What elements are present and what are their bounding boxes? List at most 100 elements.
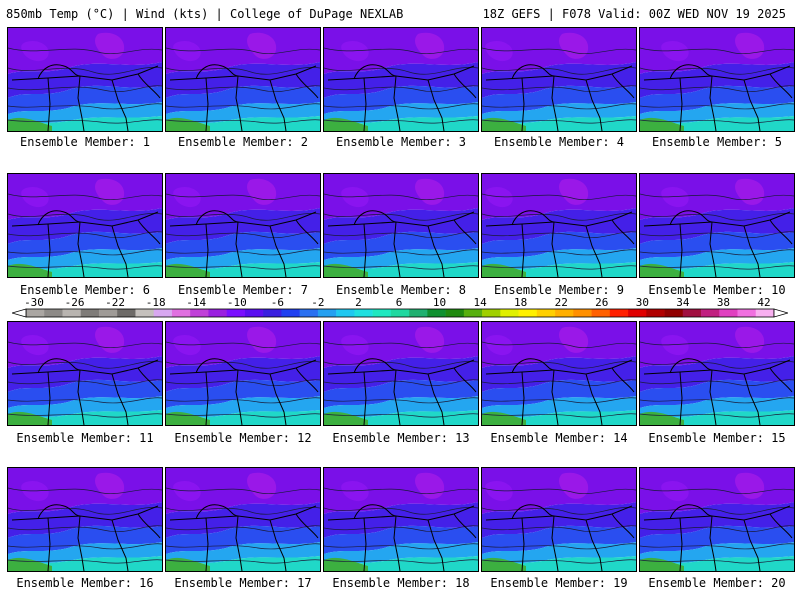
temperature-map — [8, 322, 162, 425]
height-contour — [482, 119, 636, 124]
state-border — [195, 64, 239, 80]
temperature-fill-band — [482, 379, 636, 408]
state-border — [521, 77, 525, 131]
height-contour — [482, 265, 636, 270]
height-contour — [324, 103, 478, 110]
temperature-fill-band — [640, 379, 794, 408]
height-contour — [166, 66, 320, 75]
cold-core-fill — [247, 32, 277, 59]
height-contour — [640, 525, 794, 533]
height-contour — [482, 543, 636, 550]
colorbar-segment — [372, 309, 392, 317]
cold-core-fill — [247, 326, 277, 353]
ensemble-map-panel — [7, 467, 163, 572]
cold-core-fill — [415, 472, 445, 499]
colorbar-left-arrow — [12, 308, 27, 318]
member-caption: Ensemble Member: 17 — [174, 576, 312, 590]
cold-core-fill — [95, 178, 125, 205]
state-border — [47, 517, 51, 571]
state-border — [427, 519, 445, 571]
temperature-map — [482, 468, 636, 571]
state-border — [137, 73, 161, 99]
member-caption: Ensemble Member: 16 — [16, 576, 154, 590]
height-contour — [640, 212, 794, 221]
member-caption: Ensemble Member: 4 — [493, 135, 625, 149]
state-border — [485, 505, 633, 521]
state-border — [11, 65, 159, 81]
cold-core-fill — [247, 472, 277, 499]
height-contour — [8, 212, 162, 221]
ensemble-map-panel — [481, 27, 637, 132]
state-border — [235, 515, 243, 571]
height-contour — [324, 341, 478, 349]
height-contour — [8, 379, 162, 387]
temperature-fill-band — [482, 28, 636, 74]
cold-core-fill — [485, 40, 513, 62]
height-contour — [640, 66, 794, 75]
colorbar-segment — [646, 309, 665, 317]
chart-title: 850mb Temp (°C) | Wind (kts) | College o… — [6, 7, 404, 21]
height-contour — [8, 341, 162, 349]
height-contour — [482, 341, 636, 349]
temperature-fill-band — [166, 231, 320, 260]
temperature-fill-band — [482, 85, 636, 114]
state-border — [485, 65, 633, 81]
height-contour — [8, 231, 162, 239]
colorbar-segment — [390, 309, 410, 317]
state-border — [769, 367, 793, 393]
temperature-fill-band — [482, 525, 636, 554]
height-contour — [482, 103, 636, 110]
colorbar-tick-label: 6 — [395, 296, 403, 309]
state-border — [195, 210, 239, 226]
state-border — [269, 79, 287, 131]
state-border — [205, 77, 209, 131]
state-border — [137, 367, 161, 393]
temperature-map — [640, 468, 794, 571]
state-border — [453, 513, 477, 539]
height-contour — [324, 487, 478, 495]
cold-core-fill — [485, 186, 513, 208]
height-contour — [324, 413, 478, 418]
height-contour — [166, 413, 320, 418]
state-border — [585, 79, 603, 131]
height-contour — [482, 487, 636, 495]
height-contour — [166, 341, 320, 349]
member-caption: Ensemble Member: 2 — [177, 135, 309, 149]
temperature-map — [482, 28, 636, 131]
state-border — [235, 221, 243, 277]
temperature-map — [8, 468, 162, 571]
colorbar-segment — [98, 309, 118, 317]
colorbar-segment — [591, 309, 611, 317]
member-caption: Ensemble Member: 1 — [19, 135, 151, 149]
cold-core-fill — [559, 178, 589, 205]
colorbar-segment — [281, 309, 300, 317]
state-border — [393, 515, 401, 571]
member-caption: Ensemble Member: 5 — [651, 135, 783, 149]
state-border — [551, 369, 559, 425]
height-contour — [482, 231, 636, 239]
state-border — [37, 64, 81, 80]
colorbar-tick-label: -2 — [311, 296, 325, 309]
state-border — [511, 64, 555, 80]
state-border — [485, 211, 633, 227]
state-border — [679, 77, 683, 131]
ensemble-map-panel — [165, 173, 321, 278]
height-contour — [166, 119, 320, 124]
state-border — [743, 373, 761, 425]
state-border — [669, 210, 713, 226]
temperature-map — [8, 28, 162, 131]
state-border — [769, 219, 793, 245]
cold-core-fill — [247, 178, 277, 205]
member-caption: Ensemble Member: 6 — [19, 283, 151, 297]
colorbar-segment — [500, 309, 519, 317]
colorbar-tick-label: 22 — [554, 296, 568, 309]
state-border — [295, 367, 319, 393]
height-contour — [640, 103, 794, 110]
ensemble-map-panel — [481, 467, 637, 572]
state-border — [353, 358, 397, 374]
temperature-fill-band — [166, 85, 320, 114]
height-contour — [324, 231, 478, 239]
temperature-map — [166, 322, 320, 425]
state-border — [679, 517, 683, 571]
state-border — [453, 219, 477, 245]
